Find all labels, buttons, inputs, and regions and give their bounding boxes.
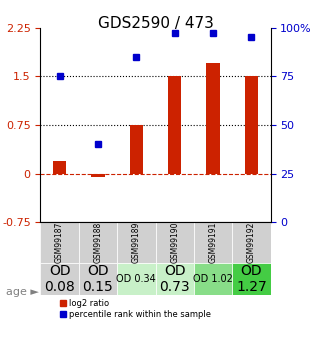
Text: OD
0.15: OD 0.15 <box>83 264 113 294</box>
Text: OD 0.34: OD 0.34 <box>116 274 156 284</box>
FancyBboxPatch shape <box>79 263 117 295</box>
Text: GSM99188: GSM99188 <box>94 222 102 263</box>
Bar <box>91 174 105 177</box>
FancyBboxPatch shape <box>156 223 194 263</box>
FancyBboxPatch shape <box>79 223 117 263</box>
Bar <box>245 76 258 174</box>
Legend: log2 ratio, percentile rank within the sample: log2 ratio, percentile rank within the s… <box>56 295 215 323</box>
Text: OD 1.02: OD 1.02 <box>193 274 233 284</box>
Bar <box>168 76 181 174</box>
Text: GSM99187: GSM99187 <box>55 222 64 263</box>
FancyBboxPatch shape <box>194 223 232 263</box>
Text: GSM99191: GSM99191 <box>209 222 217 263</box>
FancyBboxPatch shape <box>232 223 271 263</box>
Bar <box>206 63 220 174</box>
FancyBboxPatch shape <box>117 223 156 263</box>
Text: GDS2590 / 473: GDS2590 / 473 <box>98 16 213 30</box>
FancyBboxPatch shape <box>40 263 79 295</box>
Text: OD
0.73: OD 0.73 <box>159 264 190 294</box>
Bar <box>130 125 143 174</box>
FancyBboxPatch shape <box>194 263 232 295</box>
Text: OD
1.27: OD 1.27 <box>236 264 267 294</box>
Text: GSM99192: GSM99192 <box>247 222 256 263</box>
Text: OD
0.08: OD 0.08 <box>44 264 75 294</box>
FancyBboxPatch shape <box>232 263 271 295</box>
FancyBboxPatch shape <box>156 263 194 295</box>
Text: GSM99189: GSM99189 <box>132 222 141 263</box>
Text: age ►: age ► <box>6 287 39 296</box>
Text: GSM99190: GSM99190 <box>170 222 179 263</box>
Bar <box>53 161 66 174</box>
FancyBboxPatch shape <box>40 223 79 263</box>
FancyBboxPatch shape <box>117 263 156 295</box>
